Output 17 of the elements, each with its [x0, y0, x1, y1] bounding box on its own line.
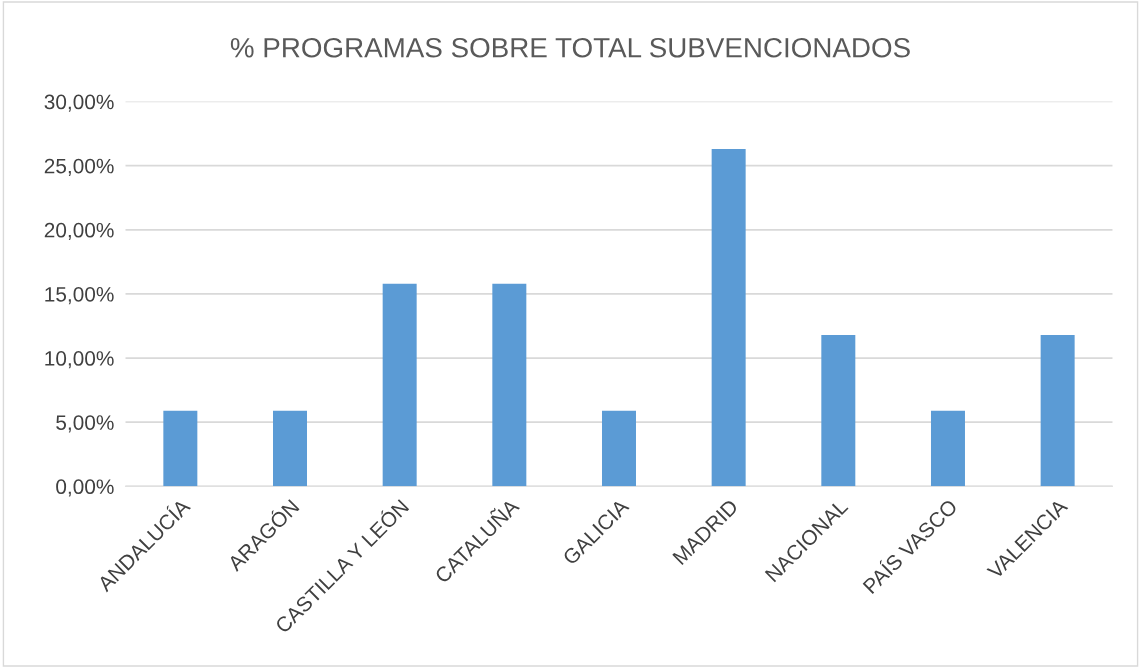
- y-tick-label: 0,00%: [56, 479, 114, 497]
- bar: [821, 334, 856, 487]
- y-tick-label: 25,00%: [44, 158, 114, 176]
- y-tick-label: 20,00%: [44, 222, 114, 241]
- bar: [711, 148, 746, 487]
- y-tick-label: 10,00%: [45, 351, 114, 369]
- y-tick-label: 30,00%: [44, 94, 114, 112]
- bar: [1040, 334, 1075, 487]
- bar: [382, 283, 417, 487]
- bar: [492, 283, 527, 487]
- chart-title: % PROGRAMAS SOBRE TOTAL SUBVENCIONADOS: [230, 37, 910, 58]
- y-tick-label: 5,00%: [56, 415, 114, 433]
- bar: [163, 410, 198, 487]
- bar: [601, 410, 636, 487]
- bar: [273, 410, 307, 487]
- y-tick-label: 15,00%: [45, 286, 114, 305]
- bar: [930, 410, 965, 487]
